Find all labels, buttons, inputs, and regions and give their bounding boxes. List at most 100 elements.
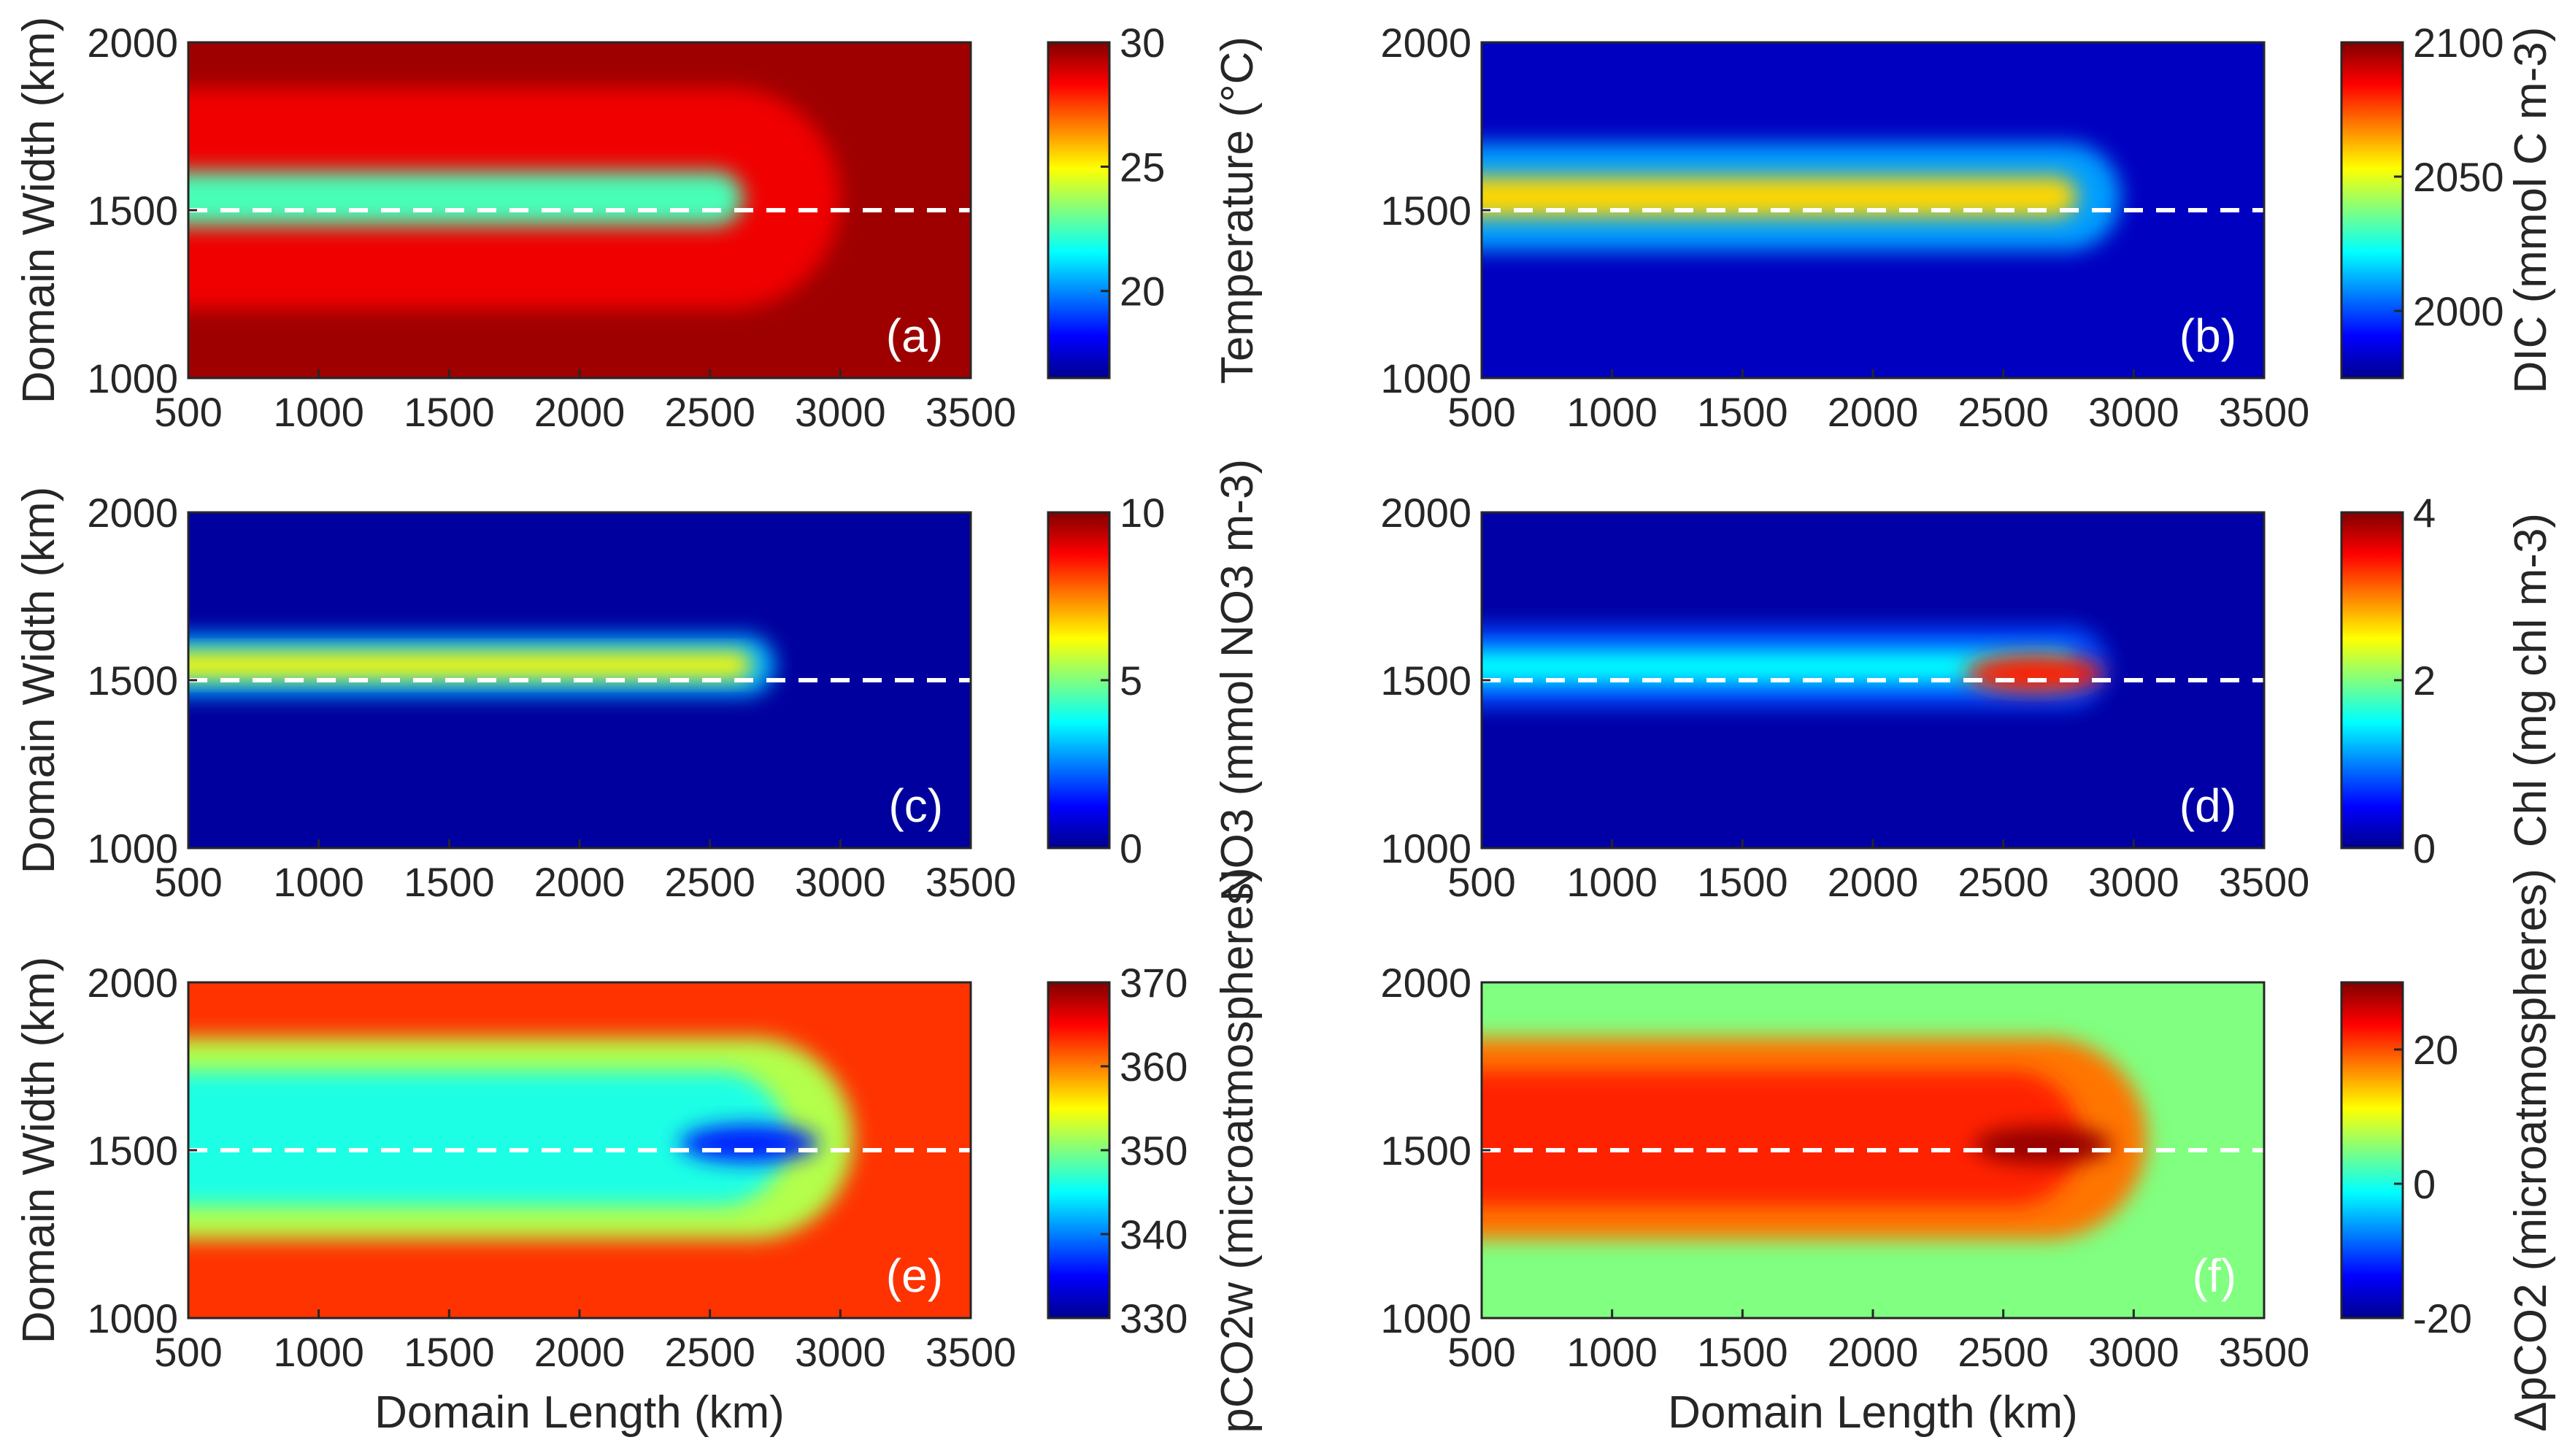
- colorbar-tick-label: 330: [1120, 1295, 1188, 1341]
- y-tick-label: 1000: [1380, 355, 1471, 401]
- x-tick-label: 500: [154, 1329, 222, 1375]
- x-tick-label: 3000: [2088, 859, 2179, 905]
- x-tick-label: 3000: [2088, 389, 2179, 435]
- y-tick-label: 2000: [87, 960, 178, 1006]
- colorbar-label: pCO2w (microatmospheres): [1212, 867, 1263, 1433]
- x-tick-label: 1500: [404, 389, 495, 435]
- x-tick-label: 2500: [664, 1329, 755, 1375]
- colorbar-frame: [1047, 41, 1111, 380]
- colorbar-label: ΔpCO2 (microatmospheres): [2506, 868, 2556, 1432]
- y-tick-label: 2000: [87, 20, 178, 66]
- colorbar-tick-label: 2050: [2413, 154, 2504, 200]
- colorbar-tick-label: 10: [1120, 490, 1165, 536]
- x-tick-label: 2000: [1828, 859, 1919, 905]
- colorbar-label: NO3 (mmol NO3 m-3): [1212, 459, 1263, 901]
- panel-b: 500 1000 1500 2000 2500 3000 3500100015002000(…: [1380, 20, 2556, 435]
- panel-label: (f): [2193, 1249, 2236, 1302]
- colorbar: [1048, 512, 1109, 848]
- colorbar-tick-label: 2: [2413, 658, 2436, 704]
- x-axis-label: Domain Length (km): [1668, 1387, 2078, 1438]
- x-tick-label: 1000: [1566, 1329, 1658, 1375]
- y-tick-label: 2000: [87, 490, 178, 536]
- panel-label: (b): [2179, 309, 2236, 362]
- x-tick-label: 500: [154, 859, 222, 905]
- colorbar-tick-label: 5: [1120, 658, 1142, 704]
- colorbar-tick-label: 0: [1120, 825, 1142, 871]
- plume-core: [188, 651, 752, 679]
- x-axis-label: Domain Length (km): [374, 1387, 785, 1438]
- colorbar-tick-label: 25: [1120, 144, 1165, 190]
- colorbar: [1048, 982, 1109, 1318]
- y-tick-label: 1000: [1380, 1295, 1471, 1341]
- colorbar-frame: [2340, 981, 2404, 1320]
- colorbar: [1048, 42, 1109, 378]
- x-tick-label: 2000: [534, 1329, 626, 1375]
- y-tick-label: 1500: [87, 1128, 178, 1174]
- x-tick-label: 2500: [1958, 1329, 2049, 1375]
- x-tick-label: 2500: [664, 859, 755, 905]
- plume-hotspot: [1965, 654, 2104, 693]
- colorbar-label: Chl (mg chl m-3): [2506, 513, 2556, 847]
- x-tick-label: 2500: [664, 389, 755, 435]
- x-tick-label: 2000: [1828, 389, 1919, 435]
- y-tick-label: 2000: [1380, 490, 1471, 536]
- y-axis-label: Domain Width (km): [14, 487, 64, 874]
- x-tick-label: 1500: [1697, 1329, 1788, 1375]
- colorbar-label: Temperature (°C): [1212, 36, 1263, 384]
- colorbar-tick-label: 4: [2413, 490, 2436, 536]
- colorbar: [2341, 982, 2403, 1318]
- x-tick-label: 3500: [2219, 1329, 2310, 1375]
- x-tick-label: 3500: [2219, 389, 2310, 435]
- x-tick-label: 3500: [925, 389, 1017, 435]
- colorbar-tick-label: 350: [1120, 1128, 1188, 1174]
- y-tick-label: 1000: [87, 355, 178, 401]
- x-tick-label: 1500: [1697, 859, 1788, 905]
- y-axis-label: Domain Width (km): [14, 957, 64, 1344]
- colorbar-tick-label: 0: [2413, 825, 2436, 871]
- colorbar-tick-label: 340: [1120, 1212, 1188, 1257]
- x-tick-label: 500: [1447, 859, 1515, 905]
- x-tick-label: 2000: [534, 859, 626, 905]
- panel-label: (a): [886, 309, 943, 362]
- y-tick-label: 1500: [87, 658, 178, 704]
- x-tick-label: 1500: [1697, 389, 1788, 435]
- x-tick-label: 1000: [1566, 389, 1658, 435]
- x-tick-label: 1500: [404, 1329, 495, 1375]
- x-tick-label: 2000: [1828, 1329, 1919, 1375]
- plume-core: [188, 172, 743, 226]
- plume-core: [188, 1071, 787, 1206]
- x-tick-label: 2500: [1958, 859, 2049, 905]
- colorbar-tick-label: 2100: [2413, 20, 2504, 66]
- panel-label: (e): [886, 1249, 943, 1302]
- x-tick-label: 1000: [273, 1329, 364, 1375]
- x-tick-label: 500: [154, 389, 222, 435]
- y-axis-label: Domain Width (km): [14, 17, 64, 404]
- colorbar-tick-label: 20: [2413, 1027, 2458, 1073]
- panel-a: 500 1000 1500 2000 2500 3000 3500100015002000(…: [14, 17, 1263, 435]
- colorbar: [2341, 42, 2403, 378]
- x-tick-label: 3000: [2088, 1329, 2179, 1375]
- colorbar-tick-label: 360: [1120, 1044, 1188, 1090]
- x-tick-label: 1000: [1566, 859, 1658, 905]
- panel-label: (d): [2179, 779, 2236, 832]
- y-tick-label: 1500: [87, 188, 178, 234]
- colorbar-tick-label: 0: [2413, 1161, 2436, 1207]
- colorbar-tick-label: 20: [1120, 269, 1165, 315]
- y-tick-label: 2000: [1380, 960, 1471, 1006]
- x-tick-label: 1500: [404, 859, 495, 905]
- x-tick-label: 3000: [795, 389, 886, 435]
- panel-label: (c): [888, 779, 943, 832]
- colorbar-tick-label: -20: [2413, 1295, 2472, 1341]
- panel-c: 500 1000 1500 2000 2500 3000 3500100015002000(…: [14, 459, 1263, 905]
- x-tick-label: 3500: [925, 1329, 1017, 1375]
- colorbar-label: DIC (mmol C m-3): [2506, 27, 2556, 394]
- colorbar-tick-label: 370: [1120, 960, 1188, 1006]
- x-tick-label: 2000: [534, 389, 626, 435]
- colorbar: [2341, 512, 2403, 848]
- x-tick-label: 3000: [795, 1329, 886, 1375]
- colorbar-frame: [2340, 41, 2404, 380]
- x-tick-label: 500: [1447, 1329, 1515, 1375]
- plume-core: [1482, 650, 2076, 684]
- y-tick-label: 1500: [1380, 1128, 1471, 1174]
